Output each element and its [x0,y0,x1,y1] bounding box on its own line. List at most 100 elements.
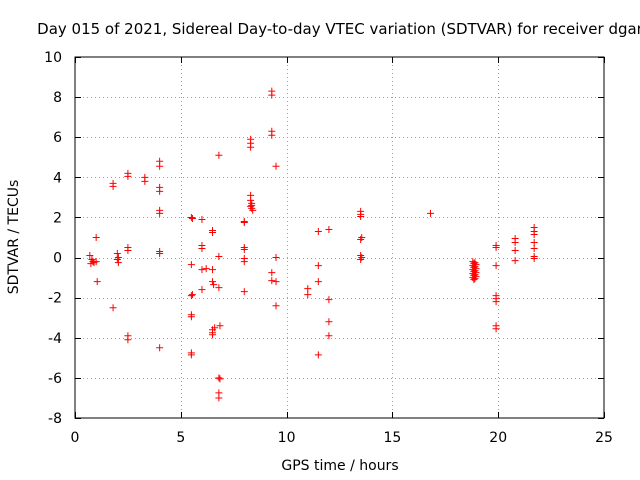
data-point [240,288,248,296]
data-point [268,131,276,139]
data-point [314,262,322,270]
data-point [93,278,101,286]
data-point [272,302,280,310]
data-point [426,209,434,217]
data-point [211,324,219,332]
axis-ticks [75,57,605,419]
y-tick-label: 8 [53,90,62,106]
data-point [92,258,100,266]
data-point [156,344,164,352]
data-point [188,291,196,299]
data-point [304,291,312,299]
data-point [215,151,223,159]
data-point [511,257,519,265]
grid [75,57,604,418]
x-tick-label: 25 [595,430,613,446]
data-point [530,255,538,263]
data-point [492,325,500,333]
data-point [187,292,195,300]
data-point [124,247,132,255]
x-tick-label: 15 [383,430,401,446]
data-point [156,162,164,170]
data-point [240,246,248,254]
data-point [530,230,538,238]
data-point [325,225,333,233]
data-point [114,259,122,267]
y-tick-label: 6 [53,130,62,146]
data-point [124,336,132,344]
data-point [247,196,255,204]
y-tick-labels: -8 -6 -4 -2 0 2 4 6 8 10 [44,50,62,427]
x-tick-label: 5 [176,430,185,446]
data-point [247,143,255,151]
data-point [210,281,218,289]
data-point [141,177,149,185]
y-tick-label: 10 [44,50,62,66]
x-tick-label: 10 [278,430,296,446]
data-point [325,332,333,340]
data-point [209,266,217,274]
data-point [492,244,500,252]
data-point [86,252,94,260]
data-point [198,215,206,223]
data-point [215,253,223,261]
data-point [492,262,500,270]
plot-frame [74,56,605,419]
data-point [268,277,276,285]
data-point [216,322,224,330]
y-tick-label: -4 [48,331,62,347]
data-point [113,250,121,258]
data-point [215,284,223,292]
data-point [248,201,256,209]
y-tick-label: 2 [53,210,62,226]
data-point [272,254,280,262]
data-point [187,313,195,321]
data-point [357,256,365,264]
data-point [304,285,312,293]
y-axis-label: SDTVAR / TECUs [6,180,22,295]
data-point [511,247,519,255]
y-tick-label: -6 [48,371,62,387]
data-point [156,209,164,217]
y-tick-label: -8 [48,411,62,427]
data-point [325,318,333,326]
data-point [198,245,206,253]
data-point [109,182,117,190]
data-point [187,351,195,359]
data-point [511,239,519,247]
data-point [240,218,248,226]
y-tick-label: -2 [48,291,62,307]
data-point [198,286,206,294]
data-point [187,261,195,269]
data-point [314,227,322,235]
x-tick-label: 20 [489,430,507,446]
data-point [188,214,196,222]
y-tick-label: 0 [53,251,62,267]
x-tick-labels: 0 5 10 15 20 25 [71,430,613,446]
data-point [202,265,210,273]
data-point [215,394,223,402]
data-point [268,269,276,277]
data-point [272,278,280,286]
data-point [92,234,100,241]
data-point [109,304,117,312]
data-point [314,351,322,359]
data-point [268,91,276,99]
data-point [240,258,248,266]
data-point [156,187,164,195]
data-point [209,278,217,286]
data-point [272,162,280,170]
data-point [492,298,500,306]
x-tick-label: 0 [71,430,80,446]
chart-title: Day 015 of 2021, Sidereal Day-to-day VTE… [37,20,640,38]
data-point [124,172,132,180]
data-point [215,374,223,382]
data-point [472,273,480,281]
data-point [187,213,195,221]
data-point [357,236,365,244]
x-axis-label: GPS time / hours [281,458,398,474]
data-point [357,212,365,220]
data-point [530,245,538,253]
data-point [216,375,224,383]
data-points [86,87,538,402]
